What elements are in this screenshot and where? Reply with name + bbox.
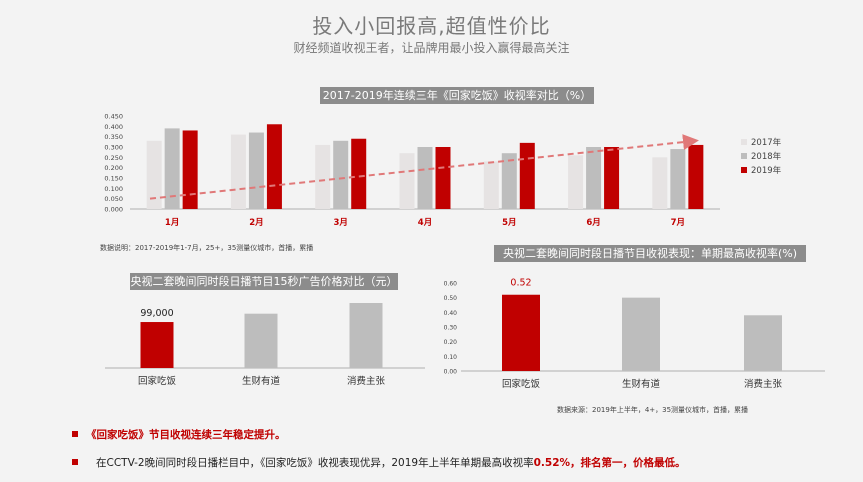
bar-2019年-2月	[266, 124, 282, 209]
y-tick-label: 0.30	[444, 325, 458, 332]
bar-2019年-6月	[604, 147, 620, 209]
bar-2019年-7月	[688, 144, 704, 209]
bar-2017年-7月	[652, 157, 668, 209]
x-tick-label: 7月	[671, 218, 685, 228]
bar-2018年-7月	[670, 149, 686, 209]
x-tick-label: 5月	[502, 218, 516, 228]
bullet-2-text: 在CCTV-2晚间同时段日播栏目中，《回家吃饭》收视表现优异，2019年上半年单…	[96, 457, 534, 469]
y-tick-label: 0.400	[104, 123, 123, 131]
legend-label: 2019年	[751, 165, 782, 176]
bullet-point-1: 《回家吃饭》节目收视连续三年稳定提升。	[72, 427, 286, 442]
bullet-1-text: 《回家吃饭》节目收视连续三年稳定提升。	[86, 429, 286, 441]
bar-2017年-3月	[315, 144, 331, 209]
bar-2017年-4月	[399, 153, 415, 209]
peak-rating-chart: 0.60 0.50 0.40 0.30 0.20 0.10 0.00 回家吃饭 0.52 生财有道…	[444, 278, 825, 390]
y-tick-label: 0.200	[104, 164, 123, 172]
bar-回家吃饭	[140, 322, 174, 368]
bar-2018年-6月	[586, 147, 602, 209]
y-tick-label: 0.00	[444, 369, 458, 376]
ratings-trend-chart: 0.450 0.400 0.350 0.300 0.250 0.200 0.150 0.100…	[104, 113, 782, 229]
legend-swatch	[741, 139, 747, 145]
bar-2019年-1月	[182, 130, 198, 209]
chart2-title: 央视二套晚间同时段日播节目15秒广告价格对比（元）	[130, 273, 398, 290]
legend-label: 2017年	[751, 137, 782, 148]
bar-2017年-1月	[146, 140, 162, 209]
x-tick-label: 3月	[334, 218, 348, 228]
x-tick-label: 6月	[586, 218, 600, 228]
bar-2018年-2月	[248, 132, 264, 209]
y-tick-label: 0.000	[104, 206, 123, 214]
page-title: 投入小回报高,超值性价比	[312, 14, 551, 38]
legend-label: 2018年	[751, 151, 782, 162]
y-tick-label: 0.450	[104, 113, 123, 121]
x-tick-label: 消费主张	[347, 375, 386, 387]
x-tick-label: 回家吃饭	[502, 378, 541, 390]
y-tick-label: 0.60	[444, 281, 458, 288]
x-tick-label: 1月	[165, 218, 179, 228]
x-tick-label: 回家吃饭	[138, 375, 177, 387]
trend-arrow	[149, 134, 699, 200]
chart1-title: 2017-2019年连续三年《回家吃饭》收视率对比（%）	[320, 87, 594, 104]
y-tick-label: 0.300	[104, 144, 123, 152]
bar-回家吃饭	[502, 294, 540, 371]
bar-2017年-5月	[483, 161, 499, 209]
y-tick-label: 0.20	[444, 339, 458, 346]
legend-swatch	[741, 153, 747, 159]
bar-2017年-6月	[568, 155, 584, 209]
bar-消费主张	[744, 315, 782, 371]
chart1-note: 数据说明：2017-2019年1-7月，25+，35测量仪城市，首播，累播	[100, 244, 314, 252]
y-tick-label: 0.10	[444, 354, 458, 361]
bar-2019年-4月	[435, 147, 451, 209]
bullet-square-icon	[72, 459, 78, 465]
bar-生财有道	[244, 313, 278, 368]
bar-2018年-4月	[417, 147, 433, 209]
bar-2019年-3月	[351, 138, 367, 209]
data-label: 0.52	[510, 278, 531, 289]
y-tick-label: 0.40	[444, 310, 458, 317]
bar-2018年-1月	[164, 128, 180, 209]
page-subtitle: 财经频道收视王者，让品牌用最小投入赢得最高关注	[293, 41, 570, 55]
x-tick-label: 生财有道	[242, 375, 281, 387]
y-tick-label: 0.350	[104, 133, 123, 141]
bullet-2-highlight: 0.52%，排名第一，价格最低。	[533, 457, 686, 469]
y-tick-label: 0.150	[104, 175, 123, 183]
data-label: 99,000	[140, 308, 173, 319]
ad-price-chart: 回家吃饭 99,000 生财有道 消费主张	[105, 303, 425, 387]
bullet-square-icon	[72, 431, 78, 437]
bullet-point-2: 在CCTV-2晚间同时段日播栏目中，《回家吃饭》收视表现优异，2019年上半年单…	[72, 455, 686, 470]
y-tick-label: 0.50	[444, 295, 458, 302]
x-tick-label: 消费主张	[744, 378, 783, 390]
y-tick-label: 0.250	[104, 154, 123, 162]
x-tick-label: 2月	[249, 218, 263, 228]
legend-swatch	[741, 167, 747, 173]
bar-生财有道	[622, 297, 660, 371]
chart3-note: 数据来源：2019年上半年，4+，35测量仪城市，首播，累播	[557, 406, 749, 414]
bar-消费主张	[349, 303, 383, 368]
x-tick-label: 生财有道	[622, 378, 661, 390]
y-tick-label: 0.100	[104, 185, 123, 193]
bar-2018年-5月	[501, 153, 517, 209]
bar-2018年-3月	[333, 140, 349, 209]
chart3-title: 央视二套晚间同时段日播节目收视表现：单期最高收视率(%)	[494, 245, 806, 262]
bar-2019年-5月	[519, 142, 535, 209]
bar-2017年-2月	[230, 134, 246, 209]
y-tick-label: 0.050	[104, 195, 123, 203]
x-tick-label: 4月	[418, 218, 432, 228]
